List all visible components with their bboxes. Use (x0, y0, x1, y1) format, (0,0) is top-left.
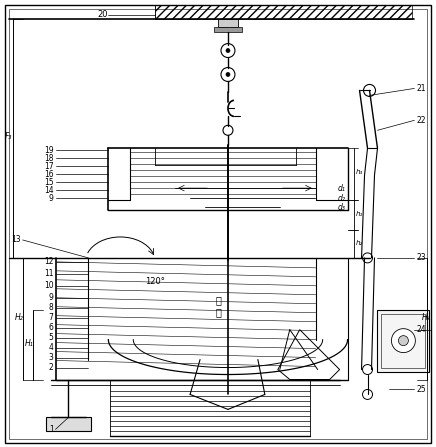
Circle shape (221, 67, 235, 81)
Text: 19: 19 (44, 146, 54, 155)
Text: 1: 1 (49, 425, 54, 434)
Text: 22: 22 (416, 116, 426, 125)
Text: d₃: d₃ (337, 202, 345, 211)
Text: 12: 12 (44, 257, 54, 266)
Text: H₁: H₁ (24, 339, 34, 348)
Text: F₃: F₃ (5, 132, 12, 141)
Bar (382, 314, 426, 367)
Circle shape (363, 389, 372, 400)
Text: 3: 3 (49, 353, 54, 362)
Circle shape (221, 43, 235, 58)
Text: 2: 2 (49, 363, 54, 372)
Text: d₁: d₁ (337, 184, 345, 193)
Text: 4: 4 (49, 343, 54, 352)
Bar (45, 417, 92, 431)
Text: 10: 10 (44, 281, 54, 290)
Circle shape (399, 336, 409, 346)
Text: 25: 25 (416, 385, 426, 394)
Text: d₂: d₂ (337, 194, 345, 202)
Text: 11: 11 (44, 270, 54, 278)
Circle shape (363, 365, 372, 375)
Text: 7: 7 (49, 313, 54, 322)
Text: 5: 5 (49, 333, 54, 342)
Circle shape (363, 253, 372, 263)
Text: H₄: H₄ (421, 313, 430, 322)
Text: 17: 17 (44, 162, 54, 171)
Text: 14: 14 (44, 186, 54, 194)
Text: 120°: 120° (145, 277, 165, 287)
Bar (155, 5, 412, 19)
Circle shape (392, 329, 416, 353)
Text: 24: 24 (416, 325, 426, 334)
Text: 20: 20 (97, 10, 108, 19)
Text: h₃: h₃ (356, 169, 363, 175)
Text: 9: 9 (49, 293, 54, 302)
Text: 18: 18 (44, 154, 54, 163)
Text: 23: 23 (416, 253, 426, 262)
Text: h₂: h₂ (356, 240, 363, 246)
Text: 13: 13 (11, 236, 20, 245)
Text: 15: 15 (44, 177, 54, 187)
Circle shape (226, 49, 230, 53)
Text: h₁: h₁ (356, 211, 363, 217)
Circle shape (364, 84, 375, 97)
Text: 16: 16 (44, 170, 54, 179)
Polygon shape (278, 329, 340, 380)
Bar (218, 19, 238, 27)
Bar (214, 27, 242, 32)
Text: 袋: 袋 (215, 307, 221, 317)
Text: 8: 8 (49, 303, 54, 312)
Circle shape (226, 72, 230, 76)
Text: 21: 21 (416, 84, 426, 93)
Bar (378, 310, 429, 371)
Text: 9: 9 (49, 194, 54, 202)
Circle shape (223, 125, 233, 135)
Text: H₂: H₂ (15, 313, 24, 322)
Text: 6: 6 (49, 323, 54, 332)
Text: 吊: 吊 (215, 295, 221, 305)
